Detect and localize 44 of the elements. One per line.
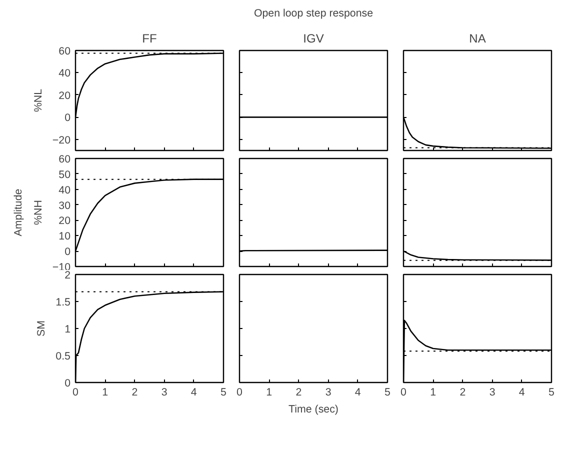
y-axis-title: %NL	[32, 88, 44, 112]
chart-title: FF	[142, 32, 157, 46]
y-tick-label: 40	[58, 68, 71, 80]
x-tick-label: 4	[190, 386, 197, 398]
y-tick-label: 0	[64, 246, 71, 258]
y-tick-label: 1	[64, 324, 71, 336]
x-tick-label: 2	[460, 386, 466, 398]
y-tick-label: 20	[58, 90, 71, 102]
y-tick-label: 0.5	[56, 350, 71, 362]
x-tick-label: 5	[220, 386, 227, 398]
x-tick-label: 2	[296, 386, 302, 398]
x-tick-label: 1	[266, 386, 272, 398]
x-tick-label: 3	[325, 386, 332, 398]
x-tick-label: 3	[489, 386, 496, 398]
y-tick-label: 0	[64, 112, 71, 124]
text: Amplitude	[12, 188, 24, 236]
x-axis-title: Time (sec)	[288, 404, 338, 416]
x-tick-label: 1	[102, 386, 108, 398]
x-tick-label: 4	[518, 386, 525, 398]
x-tick-label: 4	[354, 386, 361, 398]
y-tick-label: 0	[64, 378, 71, 390]
y-tick-label: 60	[58, 46, 71, 58]
x-tick-label: 0	[236, 386, 243, 398]
x-tick-label: 2	[132, 386, 138, 398]
x-tick-label: 5	[548, 386, 555, 398]
x-tick-label: 0	[400, 386, 407, 398]
x-tick-label: 1	[430, 386, 436, 398]
y-tick-label: 50	[58, 168, 71, 181]
x-tick-label: 3	[161, 386, 168, 398]
text: Open loop step response	[254, 8, 374, 20]
y-tick-label: 10	[58, 230, 71, 243]
y-axis-title: SM	[36, 320, 48, 336]
y-tick-label: 1.5	[56, 296, 71, 308]
y-tick-label: −20	[52, 134, 71, 146]
y-tick-label: 2	[64, 270, 71, 282]
y-tick-label: 60	[58, 154, 71, 166]
x-tick-label: 5	[384, 386, 391, 398]
y-axis-title: %NH	[32, 200, 44, 225]
chart-title: IGV	[303, 32, 324, 46]
y-tick-label: 20	[58, 215, 71, 228]
y-tick-label: 30	[58, 200, 71, 212]
x-tick-label: 0	[72, 386, 79, 398]
chart-title: NA	[469, 32, 486, 46]
y-tick-label: 40	[58, 184, 71, 196]
